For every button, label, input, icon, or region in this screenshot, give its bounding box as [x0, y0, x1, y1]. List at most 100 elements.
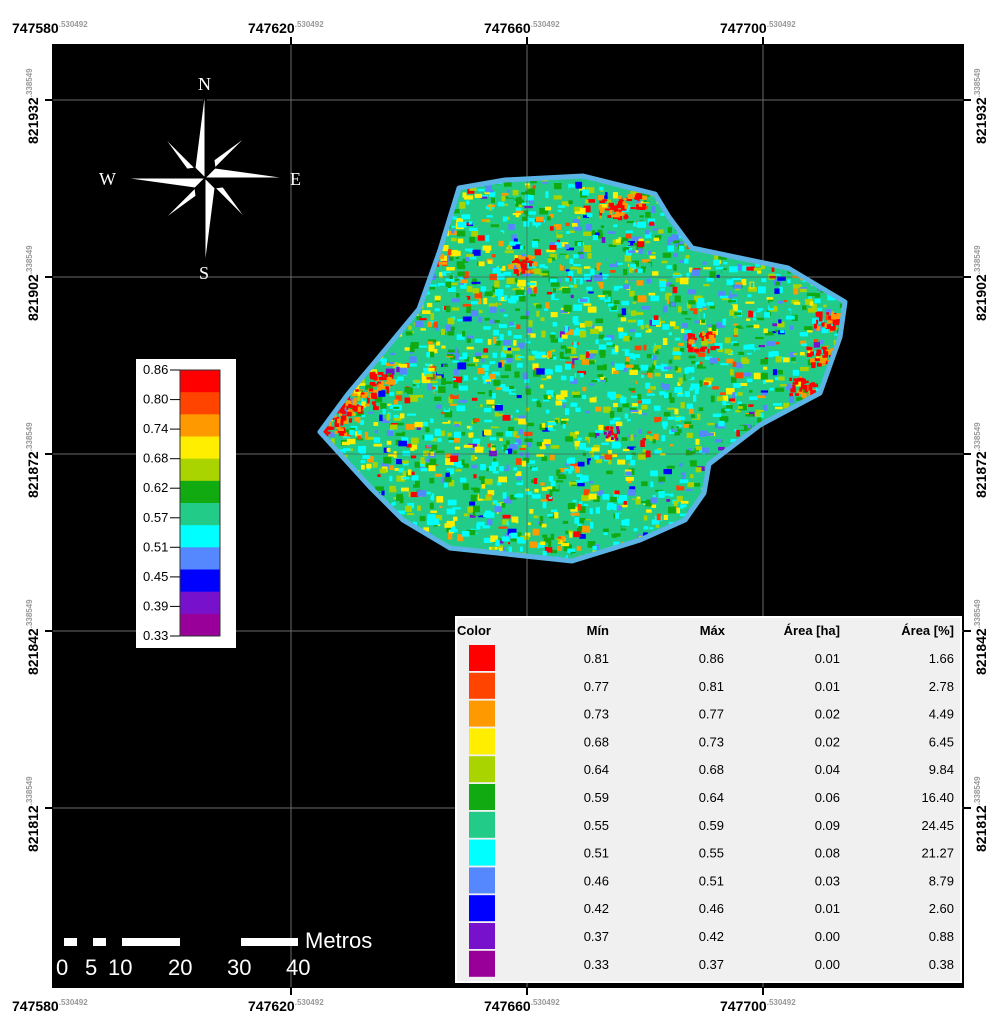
- ramp-swatch: [180, 613, 220, 637]
- table-color-swatch: [469, 645, 495, 671]
- x-coord-label: 747620.530492: [248, 998, 324, 1014]
- table-cell-max: 0.81: [699, 679, 724, 694]
- table-cell-pct: 6.45: [929, 734, 954, 749]
- table-cell-min: 0.42: [584, 901, 609, 916]
- north-arrow: N S E W: [99, 74, 301, 283]
- table-cell-min: 0.33: [584, 957, 609, 972]
- ramp-swatches: [180, 370, 220, 637]
- table-cell-pct: 24.45: [921, 818, 954, 833]
- table-color-swatch: [469, 756, 495, 783]
- table-cell-min: 0.68: [584, 734, 609, 749]
- ramp-label: 0.80: [143, 392, 168, 407]
- bottom-coordinates: 747580.530492 747620.530492 747660.53049…: [12, 998, 796, 1014]
- scale-tick-label: 20: [168, 955, 192, 980]
- ramp-label: 0.68: [143, 451, 168, 466]
- table-color-swatch: [469, 867, 495, 894]
- ramp-swatch: [180, 480, 220, 504]
- table-cell-pct: 21.27: [921, 846, 954, 861]
- ramp-swatch: [180, 569, 220, 593]
- table-cell-pct: 4.49: [929, 707, 954, 722]
- table-color-swatch: [469, 672, 495, 699]
- table-cell-ha: 0.06: [815, 790, 840, 805]
- table-cell-max: 0.55: [699, 846, 724, 861]
- table-color-swatch: [469, 728, 495, 755]
- ramp-swatch: [180, 525, 220, 548]
- table-cell-ha: 0.00: [815, 957, 840, 972]
- table-header: Mín: [587, 623, 609, 638]
- scale-tick-label: 40: [286, 955, 310, 980]
- ramp-swatch: [180, 503, 220, 526]
- y-coord-label: 821842.338549: [25, 599, 41, 675]
- table-cell-ha: 0.01: [815, 651, 840, 666]
- table-header: Área [ha]: [784, 623, 840, 638]
- table-cell-min: 0.81: [584, 651, 609, 666]
- table-cell-ha: 0.02: [815, 734, 840, 749]
- y-coord-label: 821872.338549: [973, 422, 989, 498]
- ramp-swatch: [180, 547, 220, 570]
- table-cell-min: 0.37: [584, 929, 609, 944]
- frame-ticks: [45, 37, 971, 995]
- compass-star-icon: [122, 89, 288, 267]
- ramp-label: 0.51: [143, 539, 168, 554]
- scale-unit-label: Metros: [305, 928, 372, 953]
- y-coord-label: 821812.338549: [973, 776, 989, 852]
- ramp-swatch: [180, 370, 220, 393]
- y-coord-label: 821902.338549: [973, 245, 989, 321]
- scale-tick-label: 0: [56, 955, 68, 980]
- table-cell-ha: 0.04: [815, 762, 840, 777]
- y-coord-label: 821932.338549: [973, 68, 989, 144]
- ramp-swatch: [180, 436, 220, 460]
- table-cell-ha: 0.01: [815, 901, 840, 916]
- table-cell-ha: 0.00: [815, 929, 840, 944]
- x-coord-label: 747700.530492: [720, 998, 796, 1014]
- table-cell-max: 0.59: [699, 818, 724, 833]
- table-cell-pct: 0.38: [929, 957, 954, 972]
- x-coord-label: 747580.530492: [12, 998, 88, 1014]
- y-coord-label: 821842.338549: [973, 599, 989, 675]
- table-header: Máx: [700, 623, 726, 638]
- x-coord-label: 747660.530492: [484, 20, 560, 36]
- table-color-swatch: [469, 811, 495, 838]
- compass-w-label: W: [99, 169, 116, 189]
- table-cell-pct: 0.88: [929, 929, 954, 944]
- ramp-label: 0.86: [143, 362, 168, 377]
- scale-tick-label: 10: [108, 955, 132, 980]
- scale-tick-label: 5: [85, 955, 97, 980]
- table-cell-min: 0.73: [584, 707, 609, 722]
- table-cell-max: 0.77: [699, 707, 724, 722]
- table-cell-max: 0.51: [699, 873, 724, 888]
- y-coord-label: 821872.338549: [25, 422, 41, 498]
- color-ramp-legend: 0.86 0.80 0.74 0.68 0.62 0.57 0.51 0.45 0.39 0.33: [136, 359, 236, 648]
- ramp-label: 0.45: [143, 569, 168, 584]
- compass-n-label: N: [198, 74, 211, 94]
- scale-tick-label: 30: [227, 955, 251, 980]
- table-cell-pct: 8.79: [929, 873, 954, 888]
- table-cell-pct: 1.66: [929, 651, 954, 666]
- table-cell-pct: 9.84: [929, 762, 954, 777]
- table-cell-min: 0.51: [584, 846, 609, 861]
- x-coord-label: 747700.530492: [720, 20, 796, 36]
- table-cell-ha: 0.01: [815, 679, 840, 694]
- table-cell-max: 0.86: [699, 651, 724, 666]
- ramp-label: 0.62: [143, 480, 168, 495]
- table-content: Color Mín Máx Área [ha] Área [%] 0.81 0.86 0.01…: [457, 623, 954, 977]
- ramp-label: 0.57: [143, 510, 168, 525]
- table-color-swatch: [469, 923, 495, 949]
- x-coord-label: 747660.530492: [484, 998, 560, 1014]
- table-cell-min: 0.46: [584, 873, 609, 888]
- table-cell-min: 0.64: [584, 762, 609, 777]
- compass-e-label: E: [290, 169, 301, 189]
- table-cell-pct: 16.40: [921, 790, 954, 805]
- table-cell-ha: 0.08: [815, 846, 840, 861]
- table-cell-ha: 0.02: [815, 707, 840, 722]
- compass-s-label: S: [199, 263, 209, 283]
- table-header: Color: [457, 623, 491, 638]
- table-header: Área [%]: [901, 623, 954, 638]
- table-cell-max: 0.46: [699, 901, 724, 916]
- left-coordinates: 821932.338549 821902.338549 821872.33854…: [25, 68, 41, 852]
- y-coord-label: 821902.338549: [25, 245, 41, 321]
- table-cell-max: 0.68: [699, 762, 724, 777]
- table-color-swatch: [469, 895, 495, 922]
- ramp-labels: 0.86 0.80 0.74 0.68 0.62 0.57 0.51 0.45 0.39 0.33: [143, 362, 180, 643]
